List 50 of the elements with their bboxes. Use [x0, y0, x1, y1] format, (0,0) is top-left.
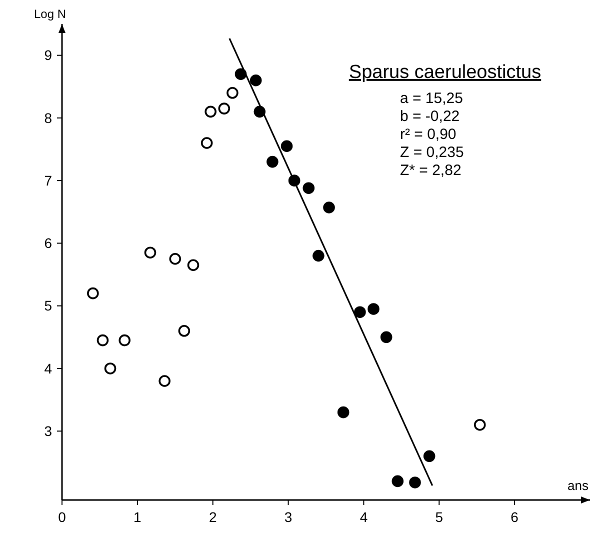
x-tick-label: 1: [134, 509, 142, 525]
point: [144, 246, 156, 259]
point: [200, 137, 213, 149]
point: [250, 74, 262, 86]
point: [392, 475, 404, 488]
point: [204, 106, 216, 118]
point: [234, 68, 247, 80]
x-tick-label: 0: [58, 509, 66, 525]
text: Sparus caeruleostictus: [348, 62, 542, 83]
point: [118, 334, 131, 346]
point: [323, 202, 335, 214]
point: [380, 331, 392, 344]
y-tick-label: 9: [44, 47, 52, 64]
point: [104, 362, 116, 374]
x-tick-label: 4: [360, 509, 368, 525]
point: [226, 86, 238, 99]
x-tick-label: 2: [208, 509, 217, 525]
annotation: r² = 0,90: [400, 126, 456, 143]
x-tick-label: 6: [510, 509, 519, 525]
point: [169, 252, 182, 265]
annotation: Z* = 2,82: [400, 162, 462, 179]
y-tick-label: 3: [44, 423, 52, 440]
point: [423, 450, 436, 462]
point: [280, 140, 293, 152]
point: [187, 259, 200, 272]
y-tick-label: 4: [44, 360, 52, 376]
y-tick-label: 7: [44, 172, 52, 188]
point: [87, 287, 99, 300]
y-tick-label: 6: [44, 235, 52, 252]
point: [218, 102, 230, 114]
y-axis-title: Log N: [34, 7, 66, 21]
point: [266, 156, 278, 168]
annotation: a = 15,25: [400, 90, 463, 107]
x-axis-title: ans: [568, 478, 589, 493]
point: [158, 375, 170, 387]
point: [96, 334, 109, 346]
point: [337, 406, 350, 418]
point: [302, 182, 315, 194]
annotation: b = -0,22: [400, 108, 460, 125]
annotation: Z = 0,235: [400, 144, 464, 161]
point: [354, 306, 366, 318]
point: [312, 250, 324, 262]
point: [178, 324, 190, 337]
x-tick-label: 5: [435, 509, 444, 525]
x-tick-label: 3: [284, 509, 292, 525]
point: [474, 418, 486, 431]
y-tick-label: 8: [44, 110, 52, 126]
point: [368, 303, 380, 315]
y-tick-label: 5: [44, 298, 52, 314]
point: [409, 476, 421, 488]
